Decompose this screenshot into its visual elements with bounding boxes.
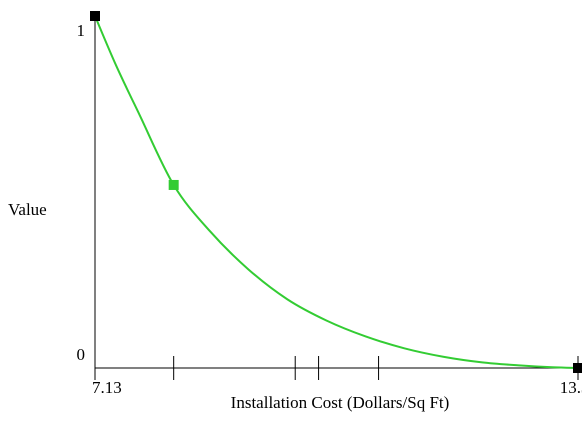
axes — [94, 16, 579, 380]
x-axis-label: Installation Cost (Dollars/Sq Ft) — [231, 393, 450, 412]
y-tick-label-1: 1 — [77, 21, 86, 40]
control-point-0 — [90, 11, 100, 21]
control-points — [90, 11, 582, 373]
tick-labels: 7.13 13.33 0 1 — [77, 21, 582, 397]
value-curve — [94, 15, 579, 369]
control-point-1 — [168, 179, 179, 190]
x-tick-label-1: 13.33 — [560, 378, 582, 397]
y-tick-label-0: 0 — [77, 345, 86, 364]
y-axis-label: Value — [8, 200, 47, 219]
x-ticks — [94, 356, 579, 380]
control-point-2 — [573, 363, 582, 373]
x-tick-label-0: 7.13 — [92, 378, 122, 397]
